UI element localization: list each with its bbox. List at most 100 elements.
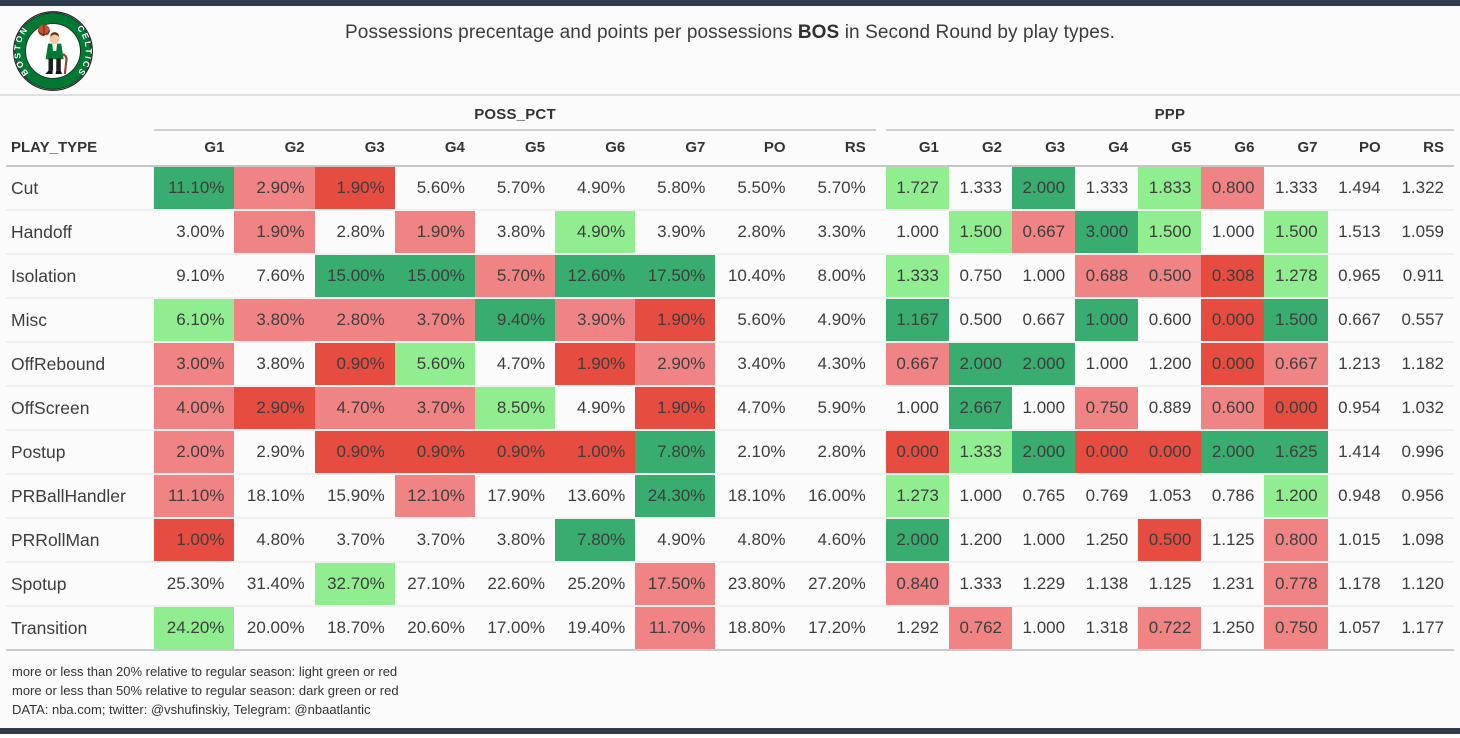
poss-cell-cut-g3: 1.90% (314, 167, 395, 211)
col-header-ppp-rs: RS (1390, 131, 1454, 167)
poss-cell-isolation-po: 10.40% (715, 255, 796, 299)
ppp-cell-prballhandler-g2: 1.000 (948, 475, 1012, 519)
ppp-cell-spotup-g5: 1.125 (1138, 563, 1202, 607)
poss-cell-offrebound-g3: 0.90% (314, 343, 395, 387)
ppp-cell-prrollman-g1: 2.000 (885, 519, 949, 563)
play-type-header: PLAY_TYPE (6, 131, 155, 167)
top-accent-bar (0, 0, 1460, 6)
column-gap (875, 211, 886, 255)
ppp-cell-cut-po: 1.494 (1327, 167, 1391, 211)
poss-cell-handoff-g7: 3.90% (635, 211, 716, 255)
table-row-spotup: Spotup 25.30% 31.40% 32.70% 27.10% 22.60% 25.2… (6, 563, 1454, 607)
group-header-poss-pct: POSS_PCT (154, 96, 876, 131)
poss-cell-misc-po: 5.60% (715, 299, 796, 343)
ppp-cell-cut-g2: 1.333 (948, 167, 1012, 211)
ppp-cell-isolation-g4: 0.688 (1075, 255, 1139, 299)
group-header-row: POSS_PCT PPP (6, 96, 1454, 131)
poss-cell-isolation-g4: 15.00% (394, 255, 475, 299)
poss-cell-misc-g6: 3.90% (555, 299, 636, 343)
table-row-misc: Misc 6.10% 3.80% 2.80% 3.70% 9.40% 3.90% 1.90% 5… (6, 299, 1454, 343)
column-gap (875, 343, 886, 387)
play-type-label: PRRollMan (6, 519, 155, 563)
column-gap (875, 167, 886, 211)
poss-cell-cut-rs: 5.70% (795, 167, 876, 211)
ppp-cell-isolation-g7: 1.278 (1264, 255, 1328, 299)
ppp-cell-offrebound-g5: 1.200 (1138, 343, 1202, 387)
ppp-cell-misc-g1: 1.167 (885, 299, 949, 343)
poss-cell-offrebound-rs: 4.30% (795, 343, 876, 387)
col-header-ppp-g2: G2 (948, 131, 1012, 167)
poss-cell-offscreen-g6: 4.90% (555, 387, 636, 431)
poss-cell-transition-g7: 11.70% (635, 607, 716, 651)
poss-cell-prrollman-g2: 4.80% (234, 519, 315, 563)
col-header-ppp-g3: G3 (1011, 131, 1076, 167)
poss-cell-prrollman-g7: 4.90% (635, 519, 716, 563)
poss-cell-cut-g1: 11.10% (154, 167, 235, 211)
poss-cell-spotup-po: 23.80% (715, 563, 796, 607)
table-row-postup: Postup 2.00% 2.90% 0.90% 0.90% 0.90% 1.00% 7.80… (6, 431, 1454, 475)
column-header-row: PLAY_TYPE G1 G2 G3 G4 G5 G6 G7 PO RS G1 G2 G3 G4 G5 G6… (6, 131, 1454, 167)
ppp-cell-isolation-g6: 0.308 (1201, 255, 1265, 299)
col-header-ppp-g1: G1 (885, 131, 949, 167)
poss-cell-offrebound-g7: 2.90% (635, 343, 716, 387)
table-row-isolation: Isolation 9.10% 7.60% 15.00% 15.00% 5.70% 12.6… (6, 255, 1454, 299)
ppp-cell-spotup-rs: 1.120 (1390, 563, 1454, 607)
ppp-cell-offrebound-g3: 2.000 (1011, 343, 1076, 387)
poss-cell-isolation-g5: 5.70% (474, 255, 556, 299)
poss-cell-offscreen-g2: 2.90% (234, 387, 315, 431)
column-gap (875, 387, 886, 431)
poss-cell-spotup-g2: 31.40% (234, 563, 315, 607)
ppp-cell-postup-po: 1.414 (1327, 431, 1391, 475)
poss-cell-spotup-g6: 25.20% (555, 563, 636, 607)
poss-cell-handoff-g1: 3.00% (154, 211, 235, 255)
ppp-cell-prballhandler-g4: 0.769 (1075, 475, 1139, 519)
ppp-cell-cut-g4: 1.333 (1075, 167, 1139, 211)
poss-cell-offscreen-g3: 4.70% (314, 387, 395, 431)
poss-cell-misc-g7: 1.90% (635, 299, 716, 343)
play-type-label: OffScreen (6, 387, 155, 431)
ppp-cell-misc-po: 0.667 (1327, 299, 1391, 343)
col-header-poss-g5: G5 (474, 131, 556, 167)
col-header-poss-po: PO (715, 131, 796, 167)
ppp-cell-misc-g5: 0.600 (1138, 299, 1202, 343)
ppp-cell-offrebound-po: 1.213 (1327, 343, 1391, 387)
ppp-cell-handoff-g6: 1.000 (1201, 211, 1265, 255)
ppp-cell-offscreen-g3: 1.000 (1011, 387, 1076, 431)
poss-cell-offrebound-po: 3.40% (715, 343, 796, 387)
ppp-cell-handoff-g1: 1.000 (885, 211, 949, 255)
play-type-label: Spotup (6, 563, 155, 607)
legend-line-20pct: more or less than 20% relative to regula… (12, 664, 398, 679)
poss-cell-misc-g1: 6.10% (154, 299, 235, 343)
title-suffix: in Second Round by play types. (839, 22, 1115, 43)
play-type-label: Postup (6, 431, 155, 475)
col-header-poss-g1: G1 (154, 131, 235, 167)
ppp-cell-offrebound-g1: 0.667 (885, 343, 949, 387)
table-body: Cut 11.10% 2.90% 1.90% 5.60% 5.70% 4.90% 5.80% 5… (6, 167, 1454, 651)
poss-cell-spotup-g7: 17.50% (635, 563, 716, 607)
poss-cell-prballhandler-g3: 15.90% (314, 475, 395, 519)
ppp-cell-handoff-rs: 1.059 (1390, 211, 1454, 255)
poss-cell-spotup-g4: 27.10% (394, 563, 475, 607)
ppp-cell-offscreen-po: 0.954 (1327, 387, 1391, 431)
ppp-cell-offscreen-g4: 0.750 (1075, 387, 1139, 431)
ppp-cell-prrollman-g7: 0.800 (1264, 519, 1328, 563)
column-gap (875, 131, 886, 167)
ppp-cell-handoff-g5: 1.500 (1138, 211, 1202, 255)
ppp-cell-offrebound-g7: 0.667 (1264, 343, 1328, 387)
title-team: BOS (797, 22, 840, 43)
poss-cell-isolation-g2: 7.60% (234, 255, 315, 299)
group-gap (876, 96, 886, 131)
col-header-ppp-g4: G4 (1075, 131, 1139, 167)
corner-blank (6, 96, 154, 131)
table-area: POSS_PCT PPP PLAY_TYPE G1 G2 G3 G4 G5 G6 G7 PO R… (0, 96, 1460, 655)
column-gap (875, 431, 886, 475)
table-row-offrebound: OffRebound 3.00% 3.80% 0.90% 5.60% 4.70% 1.90%… (6, 343, 1454, 387)
column-gap (875, 607, 886, 651)
ppp-cell-isolation-g3: 1.000 (1011, 255, 1076, 299)
col-header-poss-g3: G3 (314, 131, 395, 167)
ppp-cell-spotup-g1: 0.840 (885, 563, 949, 607)
poss-cell-handoff-rs: 3.30% (795, 211, 876, 255)
ppp-cell-prballhandler-g7: 1.200 (1264, 475, 1328, 519)
ppp-cell-spotup-g3: 1.229 (1011, 563, 1076, 607)
ppp-cell-transition-g5: 0.722 (1138, 607, 1202, 651)
